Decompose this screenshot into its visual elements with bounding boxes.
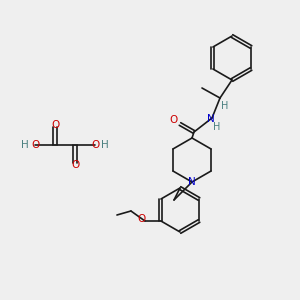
Text: N: N	[207, 114, 215, 124]
Text: H: H	[21, 140, 29, 150]
Text: O: O	[138, 214, 146, 224]
Text: O: O	[91, 140, 99, 150]
Text: H: H	[213, 122, 221, 132]
Text: O: O	[170, 115, 178, 125]
Text: O: O	[71, 160, 79, 170]
Text: H: H	[101, 140, 109, 150]
Text: H: H	[221, 101, 229, 111]
Text: O: O	[51, 120, 59, 130]
Text: N: N	[188, 177, 196, 187]
Text: O: O	[31, 140, 39, 150]
